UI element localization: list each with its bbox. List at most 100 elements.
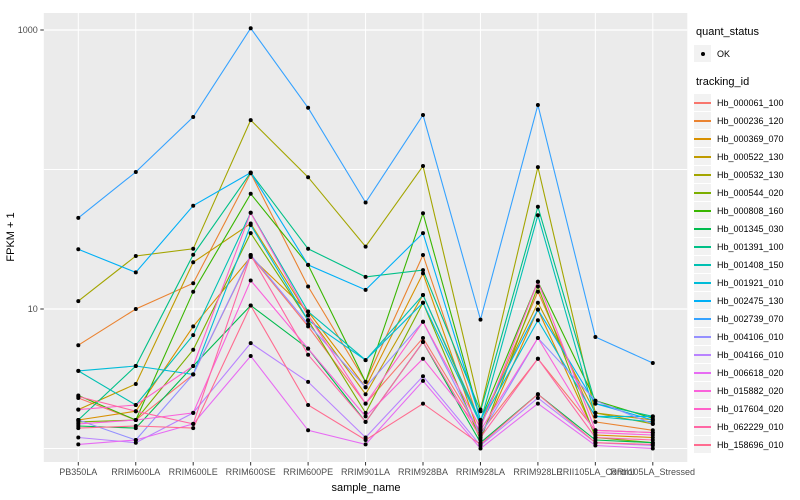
data-point — [306, 346, 311, 351]
data-point — [191, 281, 196, 286]
data-point — [593, 414, 598, 419]
data-point — [306, 309, 311, 314]
legend-line-swatch — [694, 245, 711, 248]
data-point — [650, 414, 655, 419]
legend-key — [694, 202, 711, 219]
data-point — [421, 401, 425, 406]
legend-line-swatch — [694, 119, 711, 122]
legend-item-label: Hb_000522_130 — [717, 151, 784, 162]
data-point — [306, 379, 311, 384]
data-point — [535, 165, 540, 170]
legend-line-swatch — [694, 335, 711, 338]
data-point — [535, 336, 540, 340]
data-point — [650, 430, 655, 435]
legend-key — [694, 184, 711, 201]
legend-title-tracking-id: tracking_id — [696, 76, 750, 88]
data-point — [133, 254, 138, 258]
legend-item-Hb_015882_020: Hb_015882_020 — [694, 382, 798, 399]
x-tick-label: RRIM901LA — [341, 467, 390, 477]
data-point — [76, 407, 81, 412]
legend-item-Hb_001408_150: Hb_001408_150 — [694, 256, 798, 273]
data-point — [535, 284, 540, 289]
legend-item-label: Hb_000808_160 — [717, 205, 784, 216]
data-point — [535, 300, 540, 305]
data-point — [421, 319, 425, 324]
data-point — [133, 418, 138, 422]
data-point — [191, 364, 196, 368]
legend-item-label: Hb_000236_120 — [717, 115, 784, 126]
data-point — [478, 442, 483, 447]
data-point — [478, 317, 483, 322]
legend-item-label: Hb_000544_020 — [717, 187, 784, 198]
data-point — [593, 428, 598, 433]
data-point — [248, 231, 253, 236]
data-point — [191, 426, 196, 431]
data-point — [478, 435, 483, 440]
data-point — [248, 354, 253, 358]
legend-key — [694, 418, 711, 435]
data-point — [535, 392, 540, 397]
data-point — [248, 341, 253, 346]
data-point — [191, 260, 196, 265]
legend-line-swatch — [694, 137, 711, 140]
legend-item-label: Hb_001408_150 — [717, 259, 784, 270]
data-point — [133, 270, 138, 275]
data-point — [478, 426, 483, 431]
data-point — [191, 203, 196, 208]
data-point — [133, 409, 138, 414]
legend-line-swatch — [694, 407, 711, 410]
legend-item-label: Hb_004106_010 — [717, 331, 784, 342]
legend-item-label: Hb_015882_020 — [717, 385, 784, 396]
data-point — [421, 164, 425, 168]
legend-line-swatch — [694, 389, 711, 392]
data-point — [191, 252, 196, 257]
legend-line-swatch — [694, 425, 711, 428]
legend-item-ok: OK — [694, 45, 798, 62]
legend-key — [694, 256, 711, 273]
data-point — [191, 347, 196, 352]
data-point — [76, 394, 81, 399]
data-point — [535, 279, 540, 284]
legend-item-label: Hb_001921_010 — [717, 277, 784, 288]
legend-item-Hb_000369_070: Hb_000369_070 — [694, 130, 798, 147]
data-point — [306, 322, 311, 327]
ok-point-icon — [700, 51, 705, 56]
legend-item-Hb_004166_010: Hb_004166_010 — [694, 346, 798, 363]
data-point — [478, 409, 483, 414]
x-axis-title: sample_name — [331, 482, 401, 494]
data-point — [650, 418, 655, 422]
legend-item-Hb_001391_100: Hb_001391_100 — [694, 238, 798, 255]
legend-key — [694, 166, 711, 183]
data-point — [535, 396, 540, 400]
data-point — [421, 378, 425, 383]
data-point — [248, 210, 253, 215]
legend-item-Hb_006618_020: Hb_006618_020 — [694, 364, 798, 381]
data-point — [363, 442, 368, 447]
data-point — [133, 382, 138, 386]
data-point — [306, 262, 311, 267]
legend-key — [694, 238, 711, 255]
y-tick-label: 10 — [28, 304, 38, 314]
data-point — [306, 318, 311, 323]
legend-item-Hb_001345_030: Hb_001345_030 — [694, 220, 798, 237]
data-point — [363, 419, 368, 424]
legend-item-Hb_062229_010: Hb_062229_010 — [694, 418, 798, 435]
legend-line-swatch — [694, 263, 711, 266]
data-point — [593, 398, 598, 403]
data-point — [248, 191, 253, 196]
legend-item-Hb_000236_120: Hb_000236_120 — [694, 112, 798, 129]
data-point — [306, 105, 311, 110]
legend-item-Hb_000532_130: Hb_000532_130 — [694, 166, 798, 183]
legend-line-swatch — [694, 173, 711, 176]
data-point — [133, 307, 138, 311]
data-point — [191, 410, 196, 415]
data-point — [76, 418, 81, 422]
data-point — [248, 118, 253, 123]
data-point — [76, 421, 81, 426]
legend-key — [694, 328, 711, 345]
data-point — [76, 442, 81, 447]
x-tick-label: RRIM600PE — [283, 467, 333, 477]
data-point — [535, 307, 540, 312]
data-point — [535, 401, 540, 406]
legend-title-quant-status: quant_status — [696, 26, 759, 38]
